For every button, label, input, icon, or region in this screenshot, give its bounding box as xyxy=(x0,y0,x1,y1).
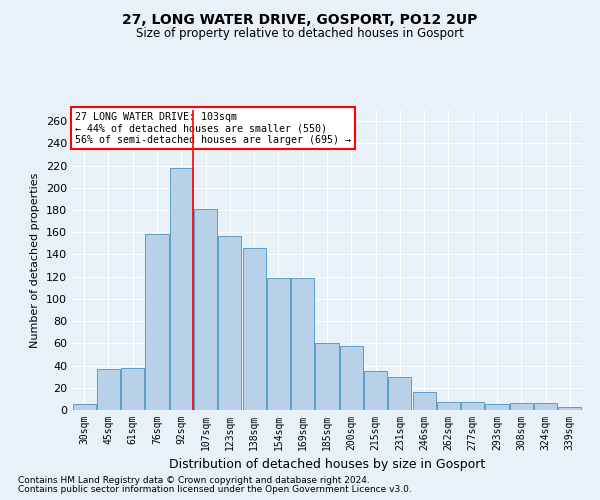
Y-axis label: Number of detached properties: Number of detached properties xyxy=(31,172,40,348)
Bar xyxy=(291,278,314,410)
Bar xyxy=(267,278,290,410)
Bar xyxy=(97,369,120,410)
Bar xyxy=(437,402,460,410)
Bar xyxy=(242,248,266,410)
Text: 27 LONG WATER DRIVE: 103sqm
← 44% of detached houses are smaller (550)
56% of se: 27 LONG WATER DRIVE: 103sqm ← 44% of det… xyxy=(74,112,350,144)
Bar xyxy=(534,404,557,410)
Text: Contains HM Land Registry data © Crown copyright and database right 2024.: Contains HM Land Registry data © Crown c… xyxy=(18,476,370,485)
X-axis label: Distribution of detached houses by size in Gosport: Distribution of detached houses by size … xyxy=(169,458,485,471)
Bar xyxy=(413,392,436,410)
Bar xyxy=(485,404,509,410)
Bar xyxy=(121,368,144,410)
Bar xyxy=(340,346,363,410)
Text: Size of property relative to detached houses in Gosport: Size of property relative to detached ho… xyxy=(136,28,464,40)
Bar xyxy=(461,402,484,410)
Bar xyxy=(316,344,338,410)
Bar xyxy=(170,168,193,410)
Bar xyxy=(364,371,387,410)
Bar xyxy=(73,404,95,410)
Bar xyxy=(145,234,169,410)
Bar xyxy=(218,236,241,410)
Bar xyxy=(510,404,533,410)
Bar xyxy=(194,209,217,410)
Bar xyxy=(559,406,581,410)
Text: 27, LONG WATER DRIVE, GOSPORT, PO12 2UP: 27, LONG WATER DRIVE, GOSPORT, PO12 2UP xyxy=(122,12,478,26)
Bar xyxy=(388,376,412,410)
Text: Contains public sector information licensed under the Open Government Licence v3: Contains public sector information licen… xyxy=(18,485,412,494)
